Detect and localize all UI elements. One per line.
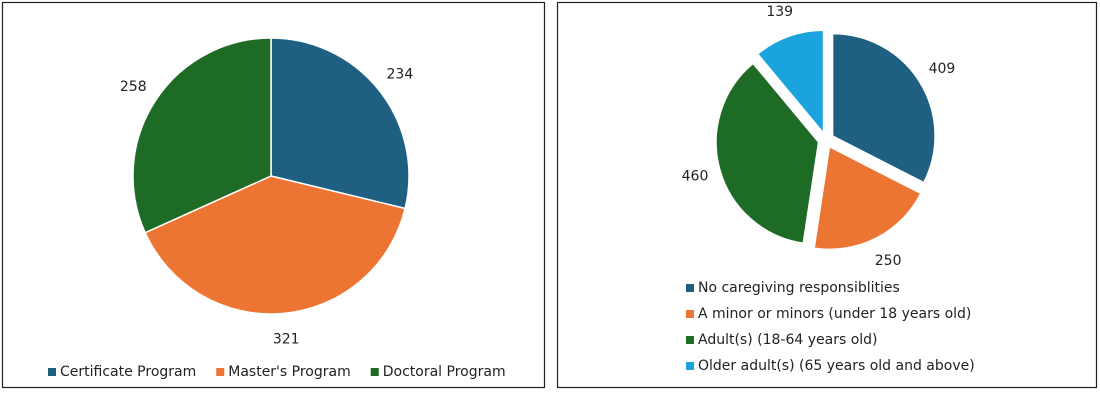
pie-slice [132, 37, 272, 234]
legend-swatch [686, 310, 694, 318]
legend-label: Certificate Program [60, 364, 196, 380]
pie-slice [144, 175, 407, 315]
pie-slice [832, 33, 936, 183]
pie-slice [757, 29, 824, 134]
legend-label: Adult(s) (18-64 years old) [698, 332, 878, 348]
legend-swatch [686, 362, 694, 370]
legend-label: Older adult(s) (65 years old and above) [698, 358, 975, 374]
pie-slice [813, 146, 922, 250]
legend-swatch [216, 368, 225, 376]
pie-slice [715, 63, 819, 244]
data-label: 250 [875, 253, 902, 269]
legend-label: Doctoral Program [383, 364, 506, 380]
legend-swatch [686, 336, 694, 344]
data-label: 409 [929, 61, 956, 77]
legend-label: Master's Program [228, 364, 350, 380]
legend-swatch [48, 368, 56, 376]
legend-swatch [370, 368, 379, 376]
data-label: 460 [682, 169, 709, 185]
pie-slice [270, 37, 410, 210]
data-label: 139 [766, 4, 793, 20]
data-label: 234 [387, 67, 414, 83]
legend-swatch [686, 284, 694, 292]
legend-label: A minor or minors (under 18 years old) [698, 306, 971, 322]
data-label: 258 [120, 79, 147, 95]
data-label: 321 [273, 331, 300, 347]
legend-label: No caregiving responsiblities [698, 280, 900, 296]
